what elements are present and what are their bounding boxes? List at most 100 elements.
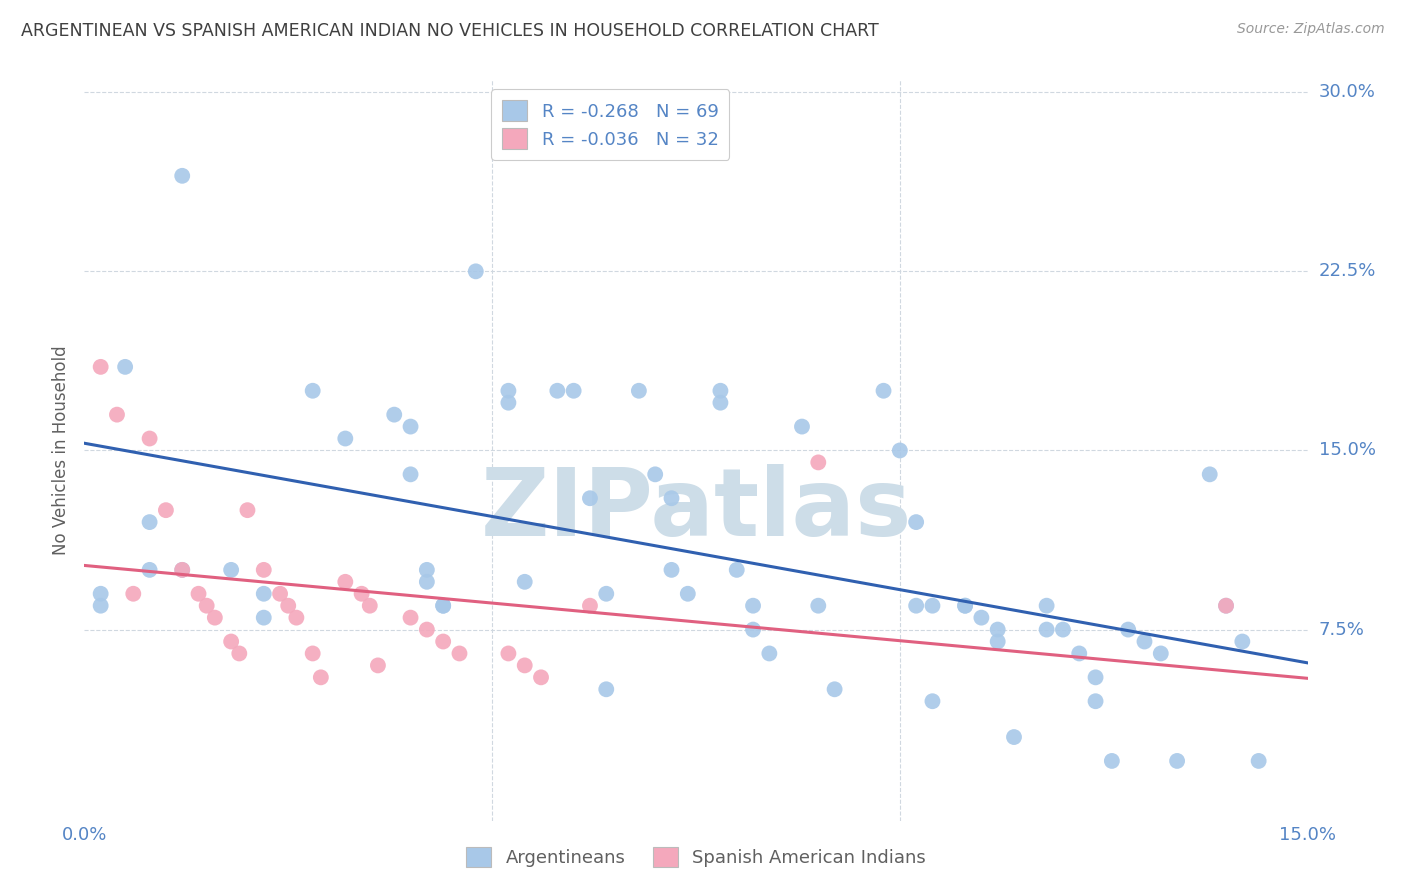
Point (1150, 647, 1173, 661)
Text: 30.0%: 30.0% (1319, 83, 1375, 101)
Point (498, 395, 520, 409)
Point (595, 587, 617, 601)
Point (187, 587, 209, 601)
Point (236, 503, 259, 517)
Point (138, 432, 160, 446)
Point (432, 599, 454, 613)
Point (921, 694, 943, 708)
Point (122, 587, 145, 601)
Point (921, 599, 943, 613)
Point (399, 467, 422, 482)
Point (416, 563, 439, 577)
Point (644, 467, 666, 482)
Text: ARGENTINEAN VS SPANISH AMERICAN INDIAN NO VEHICLES IN HOUSEHOLD CORRELATION CHAR: ARGENTINEAN VS SPANISH AMERICAN INDIAN N… (21, 22, 879, 40)
Point (1215, 599, 1237, 613)
Point (90, 587, 112, 601)
Point (90, 599, 112, 613)
Point (889, 443, 911, 458)
Point (138, 515, 160, 529)
Point (790, 419, 813, 434)
Point (953, 599, 976, 613)
Point (172, 563, 194, 577)
Point (382, 408, 405, 422)
Text: 15.0%: 15.0% (1319, 442, 1375, 459)
Point (253, 587, 276, 601)
Point (335, 432, 357, 446)
Point (1198, 467, 1220, 482)
Point (1069, 647, 1091, 661)
Text: Source: ZipAtlas.com: Source: ZipAtlas.com (1237, 22, 1385, 37)
Point (905, 599, 928, 613)
Point (905, 515, 928, 529)
Point (498, 647, 520, 661)
Point (1052, 623, 1074, 637)
Point (1133, 634, 1156, 648)
Point (155, 503, 177, 517)
Point (172, 169, 194, 183)
Point (1084, 694, 1107, 708)
Point (824, 682, 846, 697)
Point (359, 599, 381, 613)
Point (987, 623, 1010, 637)
Point (367, 658, 389, 673)
Point (546, 384, 568, 398)
Point (807, 455, 830, 469)
Point (114, 359, 136, 374)
Point (970, 610, 993, 624)
Point (416, 623, 439, 637)
Point (742, 599, 765, 613)
Point (449, 647, 471, 661)
Point (416, 574, 439, 589)
Point (1101, 754, 1123, 768)
Point (105, 408, 128, 422)
Point (269, 587, 291, 601)
Text: 7.5%: 7.5% (1319, 621, 1365, 639)
Point (661, 563, 683, 577)
Point (562, 384, 585, 398)
Point (309, 670, 332, 684)
Point (1232, 634, 1254, 648)
Point (399, 419, 422, 434)
Point (513, 658, 536, 673)
Point (579, 599, 602, 613)
Point (987, 634, 1010, 648)
Point (138, 563, 160, 577)
Point (627, 384, 650, 398)
Point (350, 587, 373, 601)
Point (90, 359, 112, 374)
Point (872, 384, 894, 398)
Point (530, 670, 553, 684)
Point (301, 384, 323, 398)
Point (204, 610, 226, 624)
Point (432, 634, 454, 648)
Text: ZIPatlas: ZIPatlas (481, 464, 911, 556)
Point (953, 599, 976, 613)
Y-axis label: No Vehicles in Household: No Vehicles in Household (52, 345, 70, 556)
Point (709, 384, 731, 398)
Point (219, 634, 242, 648)
Point (1084, 670, 1107, 684)
Point (1035, 623, 1057, 637)
Point (1002, 730, 1025, 744)
Point (253, 563, 276, 577)
Point (498, 384, 520, 398)
Point (709, 395, 731, 409)
Point (758, 647, 780, 661)
Point (228, 647, 250, 661)
Point (277, 599, 299, 613)
Point (253, 610, 276, 624)
Point (195, 599, 218, 613)
Point (807, 599, 830, 613)
Point (1116, 623, 1139, 637)
Point (742, 623, 765, 637)
Point (595, 682, 617, 697)
Point (1166, 754, 1188, 768)
Text: 22.5%: 22.5% (1319, 262, 1376, 280)
Point (172, 563, 194, 577)
Point (335, 574, 357, 589)
Point (661, 491, 683, 506)
Point (399, 610, 422, 624)
Point (1035, 599, 1057, 613)
Point (301, 647, 323, 661)
Point (432, 599, 454, 613)
